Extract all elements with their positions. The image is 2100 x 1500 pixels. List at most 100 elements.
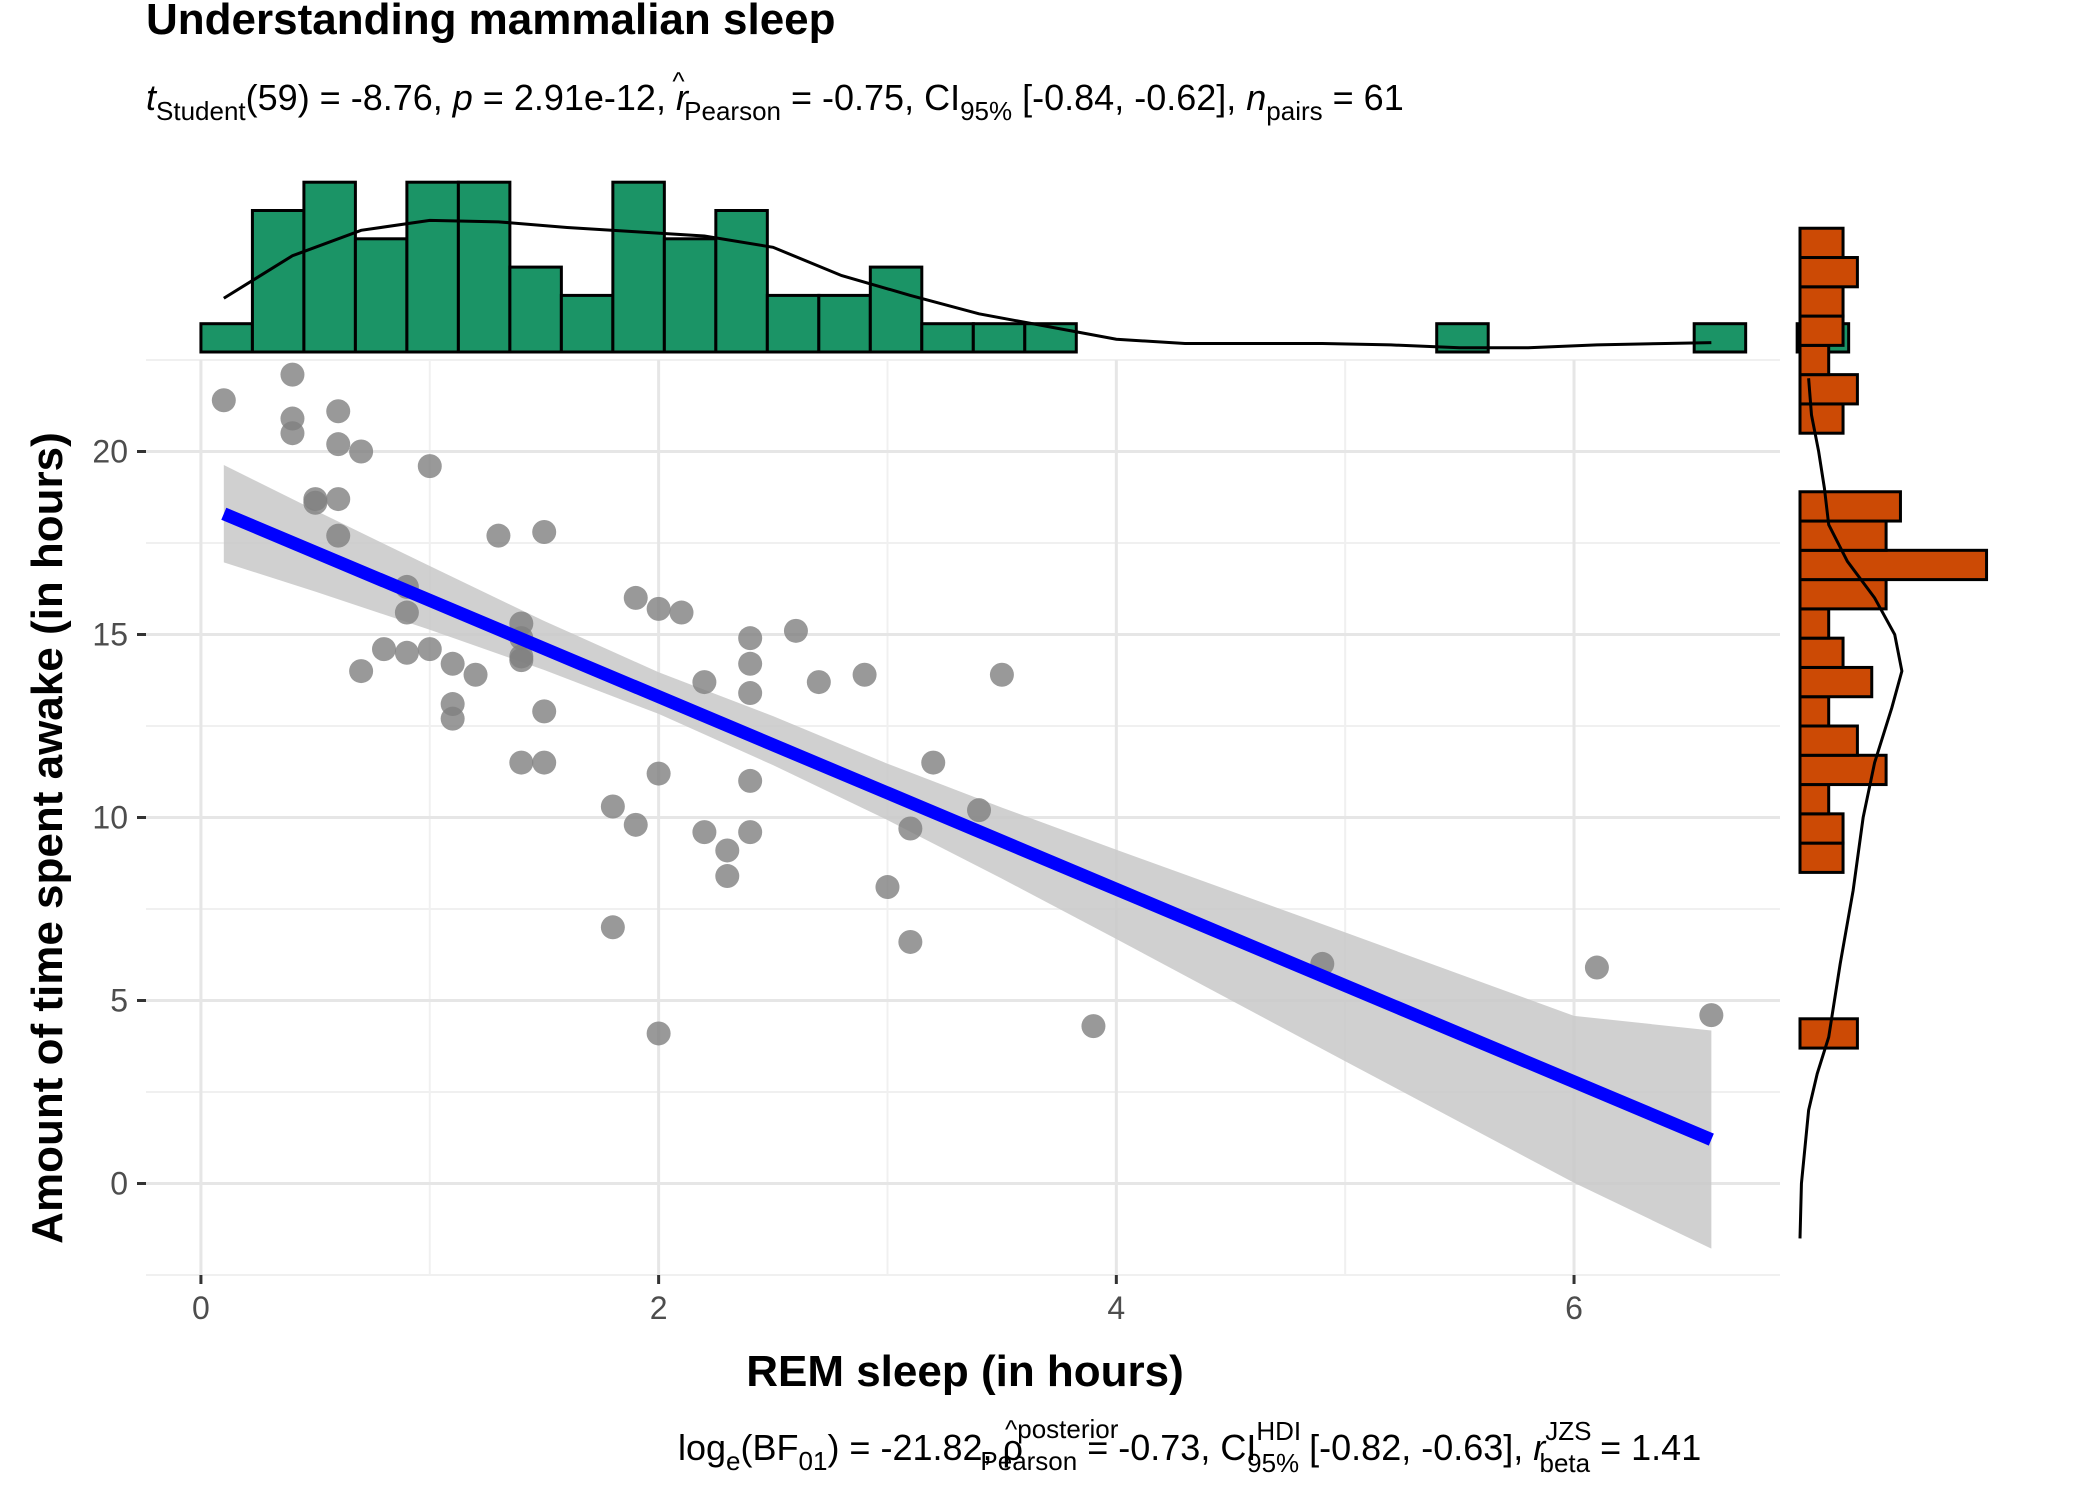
data-point: [326, 432, 351, 457]
right-hist-bar: [1798, 812, 1845, 845]
chart-title: Understanding mammalian sleep: [146, 0, 836, 44]
data-point: [623, 585, 648, 610]
data-point: [349, 439, 374, 464]
right-density-curve: [1798, 378, 1904, 1239]
data-point: [394, 640, 419, 665]
data-point: [440, 706, 465, 731]
y-axis-ticks: 0 5 10 15 20: [92, 434, 146, 1202]
data-point: [806, 670, 831, 695]
data-point: [417, 454, 442, 479]
data-point: [738, 651, 763, 676]
data-point: [440, 651, 465, 676]
right-hist-bar: [1798, 314, 1845, 347]
right-marginal-histogram: [1798, 226, 1989, 1050]
top-hist-bar: [611, 180, 666, 354]
right-hist-bar: [1798, 490, 1902, 523]
data-point: [349, 659, 374, 684]
data-point: [898, 929, 923, 954]
data-point: [646, 761, 671, 786]
top-hist-bar: [765, 293, 821, 354]
data-point: [715, 864, 740, 889]
data-point: [623, 812, 648, 837]
x-tick-label: 4: [1107, 1290, 1125, 1326]
data-point: [852, 662, 877, 687]
right-hist-bar: [1798, 607, 1831, 640]
data-point: [280, 421, 305, 446]
data-point: [967, 798, 992, 823]
y-tick-label: 10: [92, 800, 128, 836]
right-hist-bar: [1798, 285, 1845, 318]
data-point: [326, 487, 351, 512]
data-point: [989, 662, 1014, 687]
right-hist-bar: [1798, 724, 1859, 757]
top-hist-bar: [353, 237, 409, 354]
top-hist-bar: [971, 322, 1027, 354]
right-hist-bar: [1798, 665, 1874, 699]
right-hist-bar: [1798, 256, 1859, 289]
y-tick-label: 5: [110, 983, 128, 1019]
right-hist-bar: [1798, 343, 1831, 377]
data-point: [738, 768, 763, 793]
right-hist-bar: [1798, 841, 1845, 874]
right-hist-bar: [1798, 402, 1845, 435]
data-point: [646, 1021, 671, 1046]
y-tick-label: 15: [92, 617, 128, 653]
right-hist-bar: [1798, 636, 1845, 669]
data-point: [738, 820, 763, 845]
data-point: [692, 670, 717, 695]
y-axis-title: Amount of time spent awake (in hours): [23, 432, 72, 1244]
top-hist-bar: [920, 322, 975, 354]
frequentist-stats: tStudent(59) = -8.76, p = 2.91e-12, r^Pe…: [146, 66, 1404, 126]
y-tick-label: 0: [110, 1166, 128, 1202]
data-point: [509, 648, 534, 673]
data-point: [692, 820, 717, 845]
data-point: [509, 750, 534, 775]
data-point: [486, 523, 511, 548]
confidence-band: [223, 465, 1712, 1249]
data-point: [372, 637, 397, 662]
data-point: [326, 399, 351, 424]
right-hist-bar: [1798, 548, 1989, 582]
top-hist-bar: [302, 180, 357, 354]
data-point: [532, 520, 557, 545]
data-point: [921, 750, 946, 775]
data-point: [326, 523, 351, 548]
top-marginal-histogram: [199, 180, 1851, 354]
data-point: [1699, 1003, 1724, 1028]
data-point: [417, 637, 442, 662]
data-point: [280, 362, 305, 387]
x-axis-title: REM sleep (in hours): [746, 1347, 1184, 1396]
data-point: [303, 490, 328, 515]
data-point: [600, 915, 625, 940]
data-point: [738, 681, 763, 706]
top-hist-bar: [405, 180, 460, 354]
data-point: [1081, 1014, 1106, 1039]
top-hist-bar: [456, 180, 512, 354]
data-point: [463, 662, 488, 687]
top-hist-bar: [868, 265, 924, 354]
top-density-curve: [223, 218, 1712, 350]
x-tick-label: 0: [192, 1290, 210, 1326]
data-point: [532, 699, 557, 724]
regression-line: [221, 507, 1714, 1146]
data-point: [738, 626, 763, 651]
x-tick-label: 2: [650, 1290, 668, 1326]
right-hist-bar: [1798, 695, 1831, 728]
top-hist-bar: [714, 209, 769, 354]
data-point: [898, 816, 923, 841]
top-hist-bar: [250, 209, 306, 354]
data-point: [875, 875, 900, 900]
right-hist-bar: [1798, 519, 1888, 552]
data-point: [715, 838, 740, 863]
y-tick-label: 20: [92, 434, 128, 470]
x-axis-ticks: 0 2 4 6: [192, 1275, 1583, 1326]
x-tick-label: 6: [1565, 1290, 1583, 1326]
data-point: [600, 794, 625, 819]
top-hist-bar: [1692, 322, 1748, 354]
scatter-points: [211, 362, 1724, 1046]
right-hist-bar: [1798, 783, 1831, 816]
top-hist-bar: [508, 265, 563, 354]
data-point: [669, 600, 694, 625]
top-hist-bar: [662, 237, 718, 354]
